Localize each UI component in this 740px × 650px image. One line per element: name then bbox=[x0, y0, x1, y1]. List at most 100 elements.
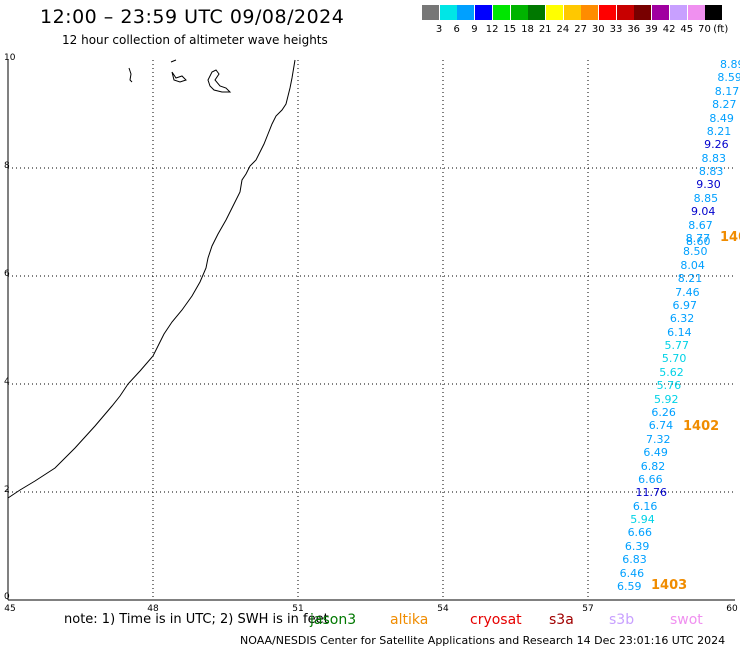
pass-label: 1402 bbox=[720, 230, 740, 245]
wave-height-value: 6.97 bbox=[672, 298, 697, 312]
wave-height-value: 6.59 bbox=[617, 580, 642, 593]
wave-height-value: 6.74 bbox=[648, 419, 674, 433]
wave-height-value: 8.21 bbox=[677, 272, 703, 286]
wave-height-value: 8.67 bbox=[688, 218, 713, 232]
scale-swatch bbox=[652, 5, 670, 20]
wave-height-value: 6.32 bbox=[669, 312, 695, 326]
y-tick-label-4: 4 bbox=[4, 377, 10, 387]
wave-height-value: 8.60 bbox=[686, 235, 711, 248]
wave-height-value: 5.76 bbox=[656, 379, 682, 393]
scale-swatch bbox=[687, 5, 705, 20]
scale-label: 33 bbox=[609, 24, 623, 35]
scale-swatch bbox=[457, 5, 475, 20]
satellite-legend-altika: altika bbox=[390, 612, 429, 628]
wave-height-value: 6.82 bbox=[640, 459, 666, 473]
wave-height-value: 8.50 bbox=[683, 245, 708, 259]
wave-height-value: 5.70 bbox=[661, 352, 687, 366]
scale-swatch bbox=[634, 5, 652, 20]
y-tick-label-8: 8 bbox=[4, 161, 10, 171]
scale-swatch bbox=[439, 5, 457, 20]
coastline bbox=[7, 59, 296, 499]
wave-height-value: 7.32 bbox=[646, 432, 671, 446]
scale-swatch bbox=[510, 5, 528, 20]
satellite-legend-swot: swot bbox=[670, 612, 703, 628]
scale-swatch bbox=[669, 5, 687, 20]
satellite-legend-jason3: jason3 bbox=[310, 612, 357, 628]
wave-height-value: 8.89 bbox=[720, 58, 740, 71]
scale-swatch bbox=[599, 5, 616, 20]
wave-height-value: 6.66 bbox=[627, 526, 653, 540]
wave-height-value: 9.30 bbox=[696, 178, 721, 192]
scale-label: 21 bbox=[538, 24, 552, 35]
x-tick-label-57: 57 bbox=[582, 604, 594, 614]
wave-height-value: 8.59 bbox=[717, 71, 740, 85]
wave-height-value: 6.16 bbox=[632, 499, 658, 513]
scale-label: 30 bbox=[591, 24, 605, 35]
wave-height-value: 5.94 bbox=[630, 513, 655, 527]
lat-lon-grid bbox=[8, 60, 735, 600]
wave-height-value: 6.49 bbox=[643, 446, 668, 460]
wave-height-value: 8.83 bbox=[701, 151, 727, 165]
y-tick-label-2: 2 bbox=[4, 485, 10, 495]
scale-label: 9 bbox=[471, 24, 478, 35]
wave-height-value: 6.66 bbox=[638, 472, 663, 486]
scale-label: 27 bbox=[574, 24, 587, 35]
y-tick-label-0: 0 bbox=[4, 592, 10, 602]
x-tick-label-45: 45 bbox=[4, 604, 16, 614]
map-subtitle: 12 hour collection of altimeter wave hei… bbox=[62, 33, 328, 47]
scale-label: 12 bbox=[485, 24, 499, 35]
island-1 bbox=[128, 67, 133, 83]
scale-swatch bbox=[616, 5, 634, 20]
scale-label: 39 bbox=[645, 24, 658, 35]
y-tick-label-10: 10 bbox=[4, 53, 16, 63]
units-note: note: 1) Time is in UTC; 2) SWH is in fe… bbox=[64, 612, 329, 627]
satellite-legend-cryosat: cryosat bbox=[470, 612, 522, 628]
x-tick-label-54: 54 bbox=[437, 604, 449, 614]
wave-height-value: 8.21 bbox=[706, 124, 732, 138]
wave-height-value: 6.39 bbox=[624, 539, 650, 553]
scale-swatch bbox=[545, 5, 563, 20]
x-tick-label-60: 60 bbox=[726, 604, 738, 614]
scale-label: 15 bbox=[503, 24, 517, 35]
wave-height-value: 8.17 bbox=[714, 84, 740, 98]
scale-label: 45 bbox=[680, 24, 694, 35]
scale-swatch bbox=[492, 5, 510, 20]
pass-label: 1402 bbox=[683, 419, 720, 434]
island-2 bbox=[170, 59, 187, 83]
wave-height-value: 9.26 bbox=[704, 138, 729, 152]
scale-swatch bbox=[422, 5, 439, 20]
x-tick-label-48: 48 bbox=[147, 604, 159, 614]
scale-swatch bbox=[705, 5, 723, 20]
pass-label: 1403 bbox=[651, 578, 688, 593]
wave-height-value: 5.77 bbox=[664, 339, 690, 353]
wave-height-value: 8.83 bbox=[698, 165, 724, 179]
wave-height-value: 9.04 bbox=[690, 205, 716, 219]
credit-line: NOAA/NESDIS Center for Satellite Applica… bbox=[240, 634, 726, 647]
wave-height-value: 5.92 bbox=[653, 392, 679, 406]
scale-swatch bbox=[563, 5, 581, 20]
scale-label: 18 bbox=[521, 24, 534, 35]
island-3 bbox=[207, 69, 232, 93]
scale-unit-label: (ft) bbox=[713, 24, 729, 35]
y-tick-label-6: 6 bbox=[4, 269, 10, 279]
scale-label: 24 bbox=[556, 24, 570, 35]
wave-height-value: 6.46 bbox=[619, 566, 645, 580]
wave-height-value: 6.14 bbox=[667, 325, 692, 339]
map-title: 12:00 – 23:59 UTC 09/08/2024 bbox=[40, 6, 345, 28]
wave-height-value: 8.85 bbox=[693, 191, 719, 205]
scale-swatch bbox=[581, 5, 599, 20]
wave-height-value: 8.77 bbox=[685, 232, 711, 245]
satellite-legend-s3b: s3b bbox=[609, 612, 635, 628]
scale-label: 70 bbox=[698, 24, 711, 35]
wave-height-value: 5.62 bbox=[659, 365, 684, 379]
wave-height-value: 11.76 bbox=[635, 486, 667, 500]
x-tick-label-51: 51 bbox=[292, 604, 304, 614]
wave-height-value: 8.49 bbox=[709, 111, 734, 125]
scale-swatch bbox=[528, 5, 546, 20]
wave-height-value: 8.04 bbox=[680, 258, 705, 272]
wave-height-value: 6.83 bbox=[622, 553, 647, 567]
wave-height-value: 6.26 bbox=[651, 406, 676, 419]
wave-height-value: 7.46 bbox=[675, 285, 700, 299]
scale-label: 6 bbox=[453, 24, 460, 35]
